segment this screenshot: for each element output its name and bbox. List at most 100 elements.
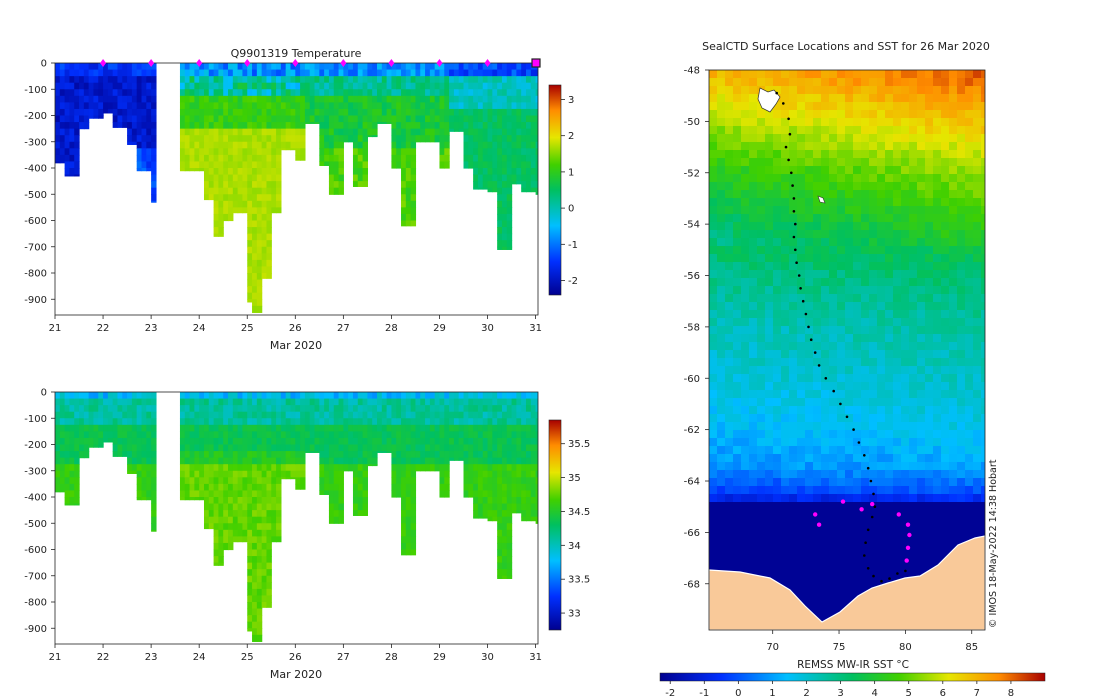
sst-cell — [925, 342, 934, 351]
section-cell — [276, 490, 282, 498]
section-cell — [203, 464, 210, 472]
section-cell — [525, 63, 532, 71]
section-cell — [324, 148, 330, 156]
section-cell — [295, 82, 301, 90]
sst-cell — [749, 326, 758, 335]
section-cell — [64, 122, 71, 130]
section-cell — [535, 516, 538, 524]
sst-cell — [725, 166, 734, 175]
section-cell — [410, 187, 417, 195]
section-cell — [429, 424, 436, 432]
section-cell — [415, 437, 421, 446]
section-cell — [333, 174, 340, 182]
sst-cell — [717, 246, 726, 255]
section-cell — [179, 89, 186, 97]
section-cell — [319, 135, 325, 143]
sst-cell — [821, 190, 830, 199]
section-cell — [242, 115, 248, 123]
section-cell — [276, 141, 282, 149]
section-cell — [213, 477, 220, 485]
section-cell — [83, 418, 90, 426]
sst-cell — [829, 334, 838, 343]
section-cell — [228, 154, 234, 163]
section-cell — [401, 418, 407, 426]
section-cell — [213, 141, 220, 149]
sst-cell — [877, 334, 886, 343]
section-cell — [348, 108, 354, 117]
sst-cell — [861, 214, 870, 223]
section-cell — [324, 154, 330, 163]
section-cell — [492, 115, 498, 123]
section-cell — [107, 431, 114, 439]
x-tick-label: 30 — [481, 323, 494, 334]
sst-cell — [877, 134, 886, 143]
sst-cell — [981, 270, 985, 279]
sst-cell — [789, 278, 798, 287]
section-cell — [252, 411, 258, 419]
section-cell — [136, 102, 143, 110]
section-cell — [439, 122, 445, 130]
section-cell — [223, 536, 229, 544]
section-cell — [276, 536, 282, 543]
section-cell — [55, 483, 61, 492]
section-cell — [189, 418, 195, 426]
section-cell — [453, 108, 460, 117]
sst-cell — [813, 158, 822, 167]
section-cell — [266, 194, 272, 202]
section-cell — [151, 503, 157, 511]
sst-cell — [741, 382, 750, 391]
section-cell — [333, 431, 340, 439]
sst-cell — [957, 382, 966, 391]
sst-cell — [965, 166, 974, 175]
section-cell — [410, 181, 417, 189]
section-cell — [338, 141, 344, 149]
section-cell — [492, 483, 498, 492]
sst-cell — [773, 158, 782, 167]
sst-cell — [957, 118, 966, 127]
section-cell — [328, 411, 335, 419]
section-cell — [252, 536, 258, 544]
section-cell — [285, 424, 292, 432]
section-cell — [271, 148, 277, 156]
sst-cell — [773, 286, 782, 295]
section-cell — [189, 108, 195, 117]
section-cell — [429, 431, 436, 439]
sst-cell — [837, 86, 846, 95]
section-cell — [535, 108, 538, 117]
section-cell — [242, 161, 248, 169]
section-cell — [458, 63, 465, 71]
section-cell — [415, 405, 421, 413]
section-cell — [333, 437, 340, 446]
section-cell — [501, 556, 508, 564]
sst-cell — [749, 374, 758, 383]
sst-cell — [781, 190, 790, 199]
section-cell — [136, 154, 143, 163]
section-cell — [223, 148, 229, 156]
section-cell — [208, 510, 215, 518]
section-cell — [405, 194, 412, 202]
section-cell — [377, 431, 383, 439]
section-cell — [223, 63, 229, 71]
section-cell — [501, 227, 508, 235]
section-cell — [271, 181, 277, 189]
section-cell — [59, 82, 66, 90]
sst-cell — [965, 110, 974, 119]
section-cell — [501, 405, 508, 413]
section-cell — [208, 398, 215, 406]
section-cell — [357, 135, 364, 143]
section-cell — [261, 569, 268, 577]
section-cell — [98, 411, 104, 419]
section-cell — [276, 503, 282, 511]
section-cell — [434, 135, 441, 143]
section-cell — [396, 95, 402, 103]
section-cell — [276, 464, 282, 472]
sst-cell — [725, 254, 734, 263]
sst-cell — [717, 358, 726, 367]
sst-cell — [909, 190, 918, 199]
section-cell — [333, 181, 340, 189]
sst-cell — [893, 86, 902, 95]
sst-cell — [941, 126, 950, 135]
sst-cell — [813, 150, 822, 159]
section-cell — [506, 536, 513, 544]
section-cell — [64, 497, 71, 505]
